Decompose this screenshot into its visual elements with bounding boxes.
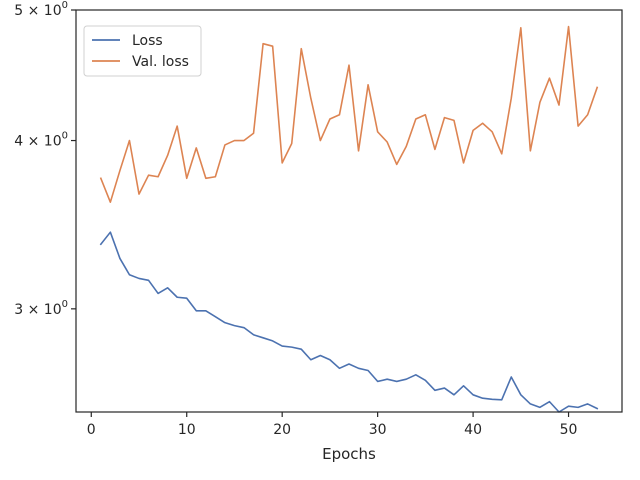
- axes-layer: 0 10 20 30 40 50 3 × 100 4 × 100 5 × 100: [14, 0, 623, 438]
- legend-label-1: Val. loss: [132, 54, 189, 70]
- y-tick-label: 4 × 100: [14, 131, 68, 150]
- plot-frame: [75, 9, 623, 413]
- legend-box: [83, 25, 202, 77]
- x-tick-label: 10: [178, 422, 196, 438]
- series-layer: [99, 25, 599, 413]
- legend: Loss Val. loss: [83, 25, 202, 77]
- x-axis-label: Epochs: [322, 445, 376, 463]
- y-tick-label: 3 × 100: [14, 299, 68, 318]
- series-line-1: [99, 25, 599, 203]
- x-tick-label: 0: [87, 422, 96, 438]
- y-tick-label: 5 × 100: [14, 0, 68, 19]
- x-tick-label: 30: [369, 422, 387, 438]
- x-tick-label: 50: [560, 422, 578, 438]
- legend-label-0: Loss: [132, 33, 163, 49]
- series-line-0: [99, 231, 599, 413]
- x-tick-label: 20: [273, 422, 291, 438]
- x-tick-label: 40: [464, 422, 482, 438]
